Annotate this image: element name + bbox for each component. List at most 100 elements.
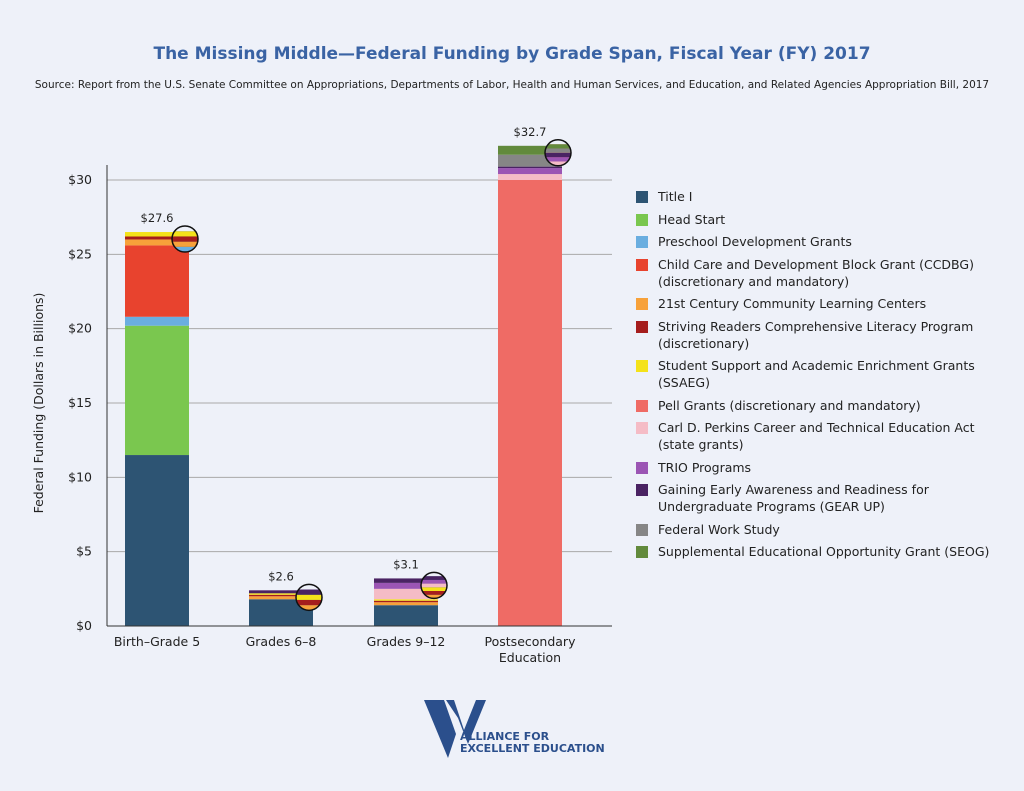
magnifier-band: [296, 594, 322, 600]
magnifier-band: [172, 241, 198, 247]
magnifier-ring: [544, 139, 572, 167]
legend-label: Preschool Development Grants: [658, 234, 852, 249]
bar-total-label: $3.1: [393, 557, 419, 571]
magnifier-ring: [295, 583, 323, 612]
legend-swatch: [636, 461, 648, 474]
bar-segment: [374, 602, 438, 606]
legend-item: Gaining Early Awareness and Readiness fo…: [636, 481, 1006, 515]
legend-swatch: [636, 523, 648, 536]
legend-label: (state grants): [658, 437, 744, 452]
legend-label: Supplemental Educational Opportunity Gra…: [658, 544, 990, 559]
magnifier-band: [296, 589, 322, 595]
bar-segment: [125, 316, 189, 326]
bar-segment: [498, 168, 562, 175]
magnifier-band: [545, 144, 571, 149]
legend-swatch: [636, 298, 648, 310]
legend-label: TRIO Programs: [658, 459, 752, 475]
bar-total-label: $2.6: [268, 569, 294, 583]
y-tick-label: $30: [68, 172, 92, 187]
magnifier-band: [296, 605, 322, 611]
legend-swatch: [636, 191, 648, 203]
bar-segment: [374, 600, 438, 603]
legend-label: (discretionary): [658, 335, 750, 351]
bar-segment: [125, 325, 189, 456]
legend-item: Carl D. Perkins Career and Technical Edu…: [636, 419, 1006, 453]
legend-label: Undergraduate Programs (GEAR UP): [658, 499, 885, 514]
chart-title: The Missing Middle—Federal Funding by Gr…: [153, 44, 871, 64]
magnifier-band: [421, 579, 447, 584]
legend-label: 21st Century Community Learning Centers: [658, 296, 927, 311]
legend-swatch: [636, 546, 648, 558]
bar-segment: [374, 588, 438, 600]
logo-text: ALLIANCE FOR EXCELLENT EDUCATION: [460, 731, 605, 755]
legend-item: Child Care and Development Block Grant (…: [636, 256, 1006, 290]
logo-text-line1: ALLIANCE FOR: [460, 730, 550, 743]
magnifier-band: [545, 161, 571, 166]
y-tick-label: $0: [76, 618, 92, 633]
logo-text-line2: EXCELLENT EDUCATION: [460, 742, 605, 755]
legend-swatch: [636, 399, 648, 412]
bar-segment: [125, 232, 189, 237]
legend-label: Student Support and Academic Enrichment …: [658, 358, 975, 373]
chart-legend: Title I Head Start Preschool Development G…: [636, 188, 1006, 566]
alliance-logo-icon: [424, 700, 486, 758]
magnifier-band: [421, 590, 447, 595]
bar-segment: [498, 154, 562, 167]
bar-total-label: $32.7: [514, 125, 547, 139]
legend-swatch: [636, 360, 648, 372]
legend-label: Federal Work Study: [658, 521, 780, 537]
bar-segment: [498, 145, 562, 155]
bar-segment: [249, 596, 313, 600]
magnifier-band: [172, 246, 198, 253]
x-tick-label: Grades 6–8: [246, 634, 317, 649]
legend-item: Preschool Development Grants: [636, 233, 1006, 250]
bar-segment: [125, 239, 189, 246]
x-tick-label: Postsecondary: [485, 634, 577, 649]
chart-subtitle: Source: Report from the U.S. Senate Comm…: [34, 79, 990, 91]
legend-item: Pell Grants (discretionary and mandatory…: [636, 397, 1006, 414]
y-tick-label: $15: [68, 395, 92, 410]
bar-segment: [125, 236, 189, 240]
legend-label: Gaining Early Awareness and Readiness fo…: [658, 482, 929, 497]
legend-label: (discretionary and mandatory): [658, 273, 850, 289]
bar-segment: [374, 578, 438, 583]
magnifier-band: [545, 152, 571, 158]
magnifier-ring: [171, 225, 199, 253]
y-tick-label: $10: [68, 469, 92, 484]
legend-item: TRIO Programs: [636, 459, 1006, 476]
magnifier-band: [545, 157, 571, 162]
legend-item: Supplemental Educational Opportunity Gra…: [636, 543, 1006, 560]
y-tick-label: $20: [68, 321, 92, 336]
y-axis-label: Federal Funding (Dollars in Billions): [31, 293, 46, 514]
legend-label: Title I: [658, 189, 693, 204]
magnifier-band: [421, 583, 447, 588]
bar-segment: [374, 605, 438, 626]
magnifier-band: [172, 236, 198, 242]
legend-label: (SSAEG): [658, 375, 710, 390]
magnifier-ring: [420, 571, 448, 600]
legend-item: Federal Work Study: [636, 521, 1006, 538]
legend-swatch: [636, 422, 648, 434]
x-tick-label: Education: [499, 650, 561, 665]
bar-segment: [498, 180, 562, 626]
legend-label: Striving Readers Comprehensive Literacy …: [658, 318, 974, 334]
legend-label: Head Start: [658, 211, 726, 227]
magnifier-content: [421, 572, 447, 599]
legend-label: Child Care and Development Block Grant (…: [658, 256, 974, 272]
y-tick-label: $5: [76, 544, 92, 559]
legend-label: Pell Grants (discretionary and mandatory…: [658, 397, 921, 413]
x-tick-label: Birth–Grade 5: [114, 634, 200, 649]
magnifier-band: [545, 148, 571, 153]
legend-swatch: [636, 236, 648, 248]
bar-segment: [249, 590, 313, 594]
legend-item: Student Support and Academic Enrichment …: [636, 357, 1006, 391]
legend-swatch: [636, 484, 648, 496]
y-tick-label: $25: [68, 246, 92, 261]
magnifier-empty: [172, 226, 198, 232]
legend-item: Striving Readers Comprehensive Literacy …: [636, 318, 1006, 352]
magnifier-empty: [545, 139, 571, 145]
legend-swatch: [636, 320, 648, 333]
bar-segment: [374, 599, 438, 601]
bar-segment: [498, 174, 562, 180]
bar-segment: [374, 582, 438, 589]
